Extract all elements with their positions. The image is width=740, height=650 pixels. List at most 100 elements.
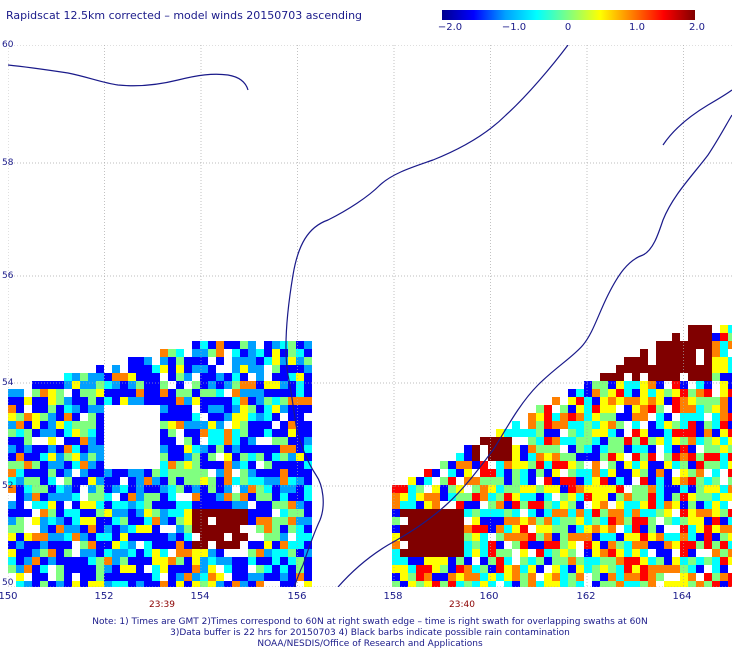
- wind-cell: [712, 357, 720, 365]
- wind-cell: [632, 565, 640, 573]
- wind-cell: [40, 557, 48, 565]
- wind-cell: [456, 485, 464, 493]
- wind-cell: [696, 413, 704, 421]
- wind-cell: [624, 405, 632, 413]
- wind-cell: [408, 493, 416, 501]
- wind-cell: [488, 525, 496, 533]
- wind-cell: [272, 517, 280, 525]
- wind-cell: [480, 485, 488, 493]
- wind-cell: [272, 501, 280, 509]
- wind-cell: [48, 445, 56, 453]
- wind-cell: [216, 349, 224, 357]
- wind-cell: [688, 581, 696, 587]
- wind-cell: [264, 357, 272, 365]
- wind-cell: [56, 485, 64, 493]
- wind-cell: [240, 517, 248, 525]
- wind-cell: [672, 381, 680, 389]
- wind-cell: [552, 421, 560, 429]
- wind-cell: [672, 517, 680, 525]
- wind-cell: [288, 389, 296, 397]
- wind-cell: [200, 493, 208, 501]
- wind-cell: [304, 429, 312, 437]
- wind-cell: [680, 453, 688, 461]
- wind-cell: [192, 541, 200, 549]
- wind-cell: [728, 365, 732, 373]
- wind-cell: [288, 501, 296, 509]
- wind-cell: [200, 581, 208, 587]
- wind-cell: [176, 453, 184, 461]
- wind-cell: [80, 381, 88, 389]
- wind-cell: [664, 389, 672, 397]
- wind-cell: [280, 389, 288, 397]
- wind-cell: [560, 549, 568, 557]
- wind-cell: [72, 557, 80, 565]
- wind-cell: [600, 429, 608, 437]
- wind-cell: [272, 381, 280, 389]
- wind-cell: [96, 581, 104, 587]
- wind-cell: [704, 421, 712, 429]
- wind-cell: [440, 509, 448, 517]
- wind-cell: [288, 373, 296, 381]
- wind-cell: [584, 485, 592, 493]
- wind-cell: [600, 485, 608, 493]
- wind-cell: [696, 453, 704, 461]
- wind-cell: [544, 413, 552, 421]
- wind-cell: [80, 421, 88, 429]
- wind-cell: [304, 517, 312, 525]
- wind-cell: [472, 517, 480, 525]
- footnote-line: Note: 1) Times are GMT 2)Times correspon…: [92, 617, 648, 627]
- wind-cell: [32, 429, 40, 437]
- wind-cell: [688, 373, 696, 381]
- wind-cell: [544, 461, 552, 469]
- wind-cell: [400, 493, 408, 501]
- wind-cell: [144, 477, 152, 485]
- wind-cell: [480, 517, 488, 525]
- wind-cell: [536, 461, 544, 469]
- wind-cell: [464, 565, 472, 573]
- wind-cell: [88, 437, 96, 445]
- wind-cell: [432, 493, 440, 501]
- wind-cell: [704, 573, 712, 581]
- wind-cell: [48, 485, 56, 493]
- wind-cell: [288, 541, 296, 549]
- wind-cell: [392, 485, 400, 493]
- wind-cell: [720, 453, 728, 461]
- wind-cell: [536, 533, 544, 541]
- wind-cell: [136, 573, 144, 581]
- wind-cell: [712, 517, 720, 525]
- coastline: [8, 64, 249, 91]
- wind-cell: [712, 501, 720, 509]
- wind-cell: [528, 541, 536, 549]
- longitude-label: 150: [0, 591, 18, 602]
- wind-cell: [216, 389, 224, 397]
- wind-cell: [16, 477, 24, 485]
- wind-cell: [248, 437, 256, 445]
- wind-cell: [664, 469, 672, 477]
- wind-cell: [160, 413, 168, 421]
- wind-cell: [520, 485, 528, 493]
- wind-cell: [288, 413, 296, 421]
- wind-cell: [8, 485, 16, 493]
- wind-cell: [272, 405, 280, 413]
- wind-cell: [448, 565, 456, 573]
- wind-cell: [224, 517, 232, 525]
- wind-cell: [136, 525, 144, 533]
- wind-cell: [168, 485, 176, 493]
- wind-cell: [208, 365, 216, 373]
- wind-cell: [120, 373, 128, 381]
- wind-cell: [16, 541, 24, 549]
- wind-cell: [48, 581, 56, 587]
- wind-cell: [184, 429, 192, 437]
- wind-cell: [64, 541, 72, 549]
- wind-cell: [664, 501, 672, 509]
- wind-cell: [584, 509, 592, 517]
- wind-cell: [696, 325, 704, 333]
- wind-cell: [232, 341, 240, 349]
- wind-cell: [216, 573, 224, 581]
- wind-cell: [240, 485, 248, 493]
- wind-cell: [24, 493, 32, 501]
- wind-cell: [616, 509, 624, 517]
- wind-cell: [536, 469, 544, 477]
- wind-cell: [640, 405, 648, 413]
- wind-cell: [40, 413, 48, 421]
